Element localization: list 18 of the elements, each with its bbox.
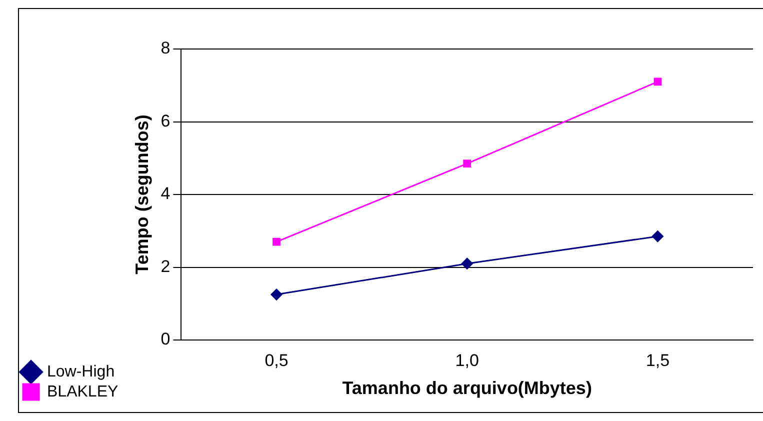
x-axis-title: Tamanho do arquivo(Mbytes) <box>342 378 592 398</box>
x-tick-label: 0,5 <box>264 350 288 370</box>
point <box>461 258 473 270</box>
point <box>652 230 664 242</box>
point <box>270 288 282 300</box>
y-tick-label: 2 <box>160 256 170 276</box>
y-axis-title: Tempo (segundos) <box>132 114 152 274</box>
y-tick-label: 8 <box>160 38 170 58</box>
point <box>463 160 472 168</box>
legend-label: BLAKLEY <box>47 383 118 400</box>
y-tick-label: 0 <box>160 330 170 349</box>
x-tick-label: 1,5 <box>646 350 670 370</box>
point <box>654 78 662 86</box>
legend-label: Low-High <box>47 363 115 380</box>
x-tick-label: 1,0 <box>455 350 479 370</box>
point <box>272 238 280 246</box>
y-tick-label: 6 <box>160 111 170 130</box>
y-tick-label: 4 <box>160 184 170 204</box>
